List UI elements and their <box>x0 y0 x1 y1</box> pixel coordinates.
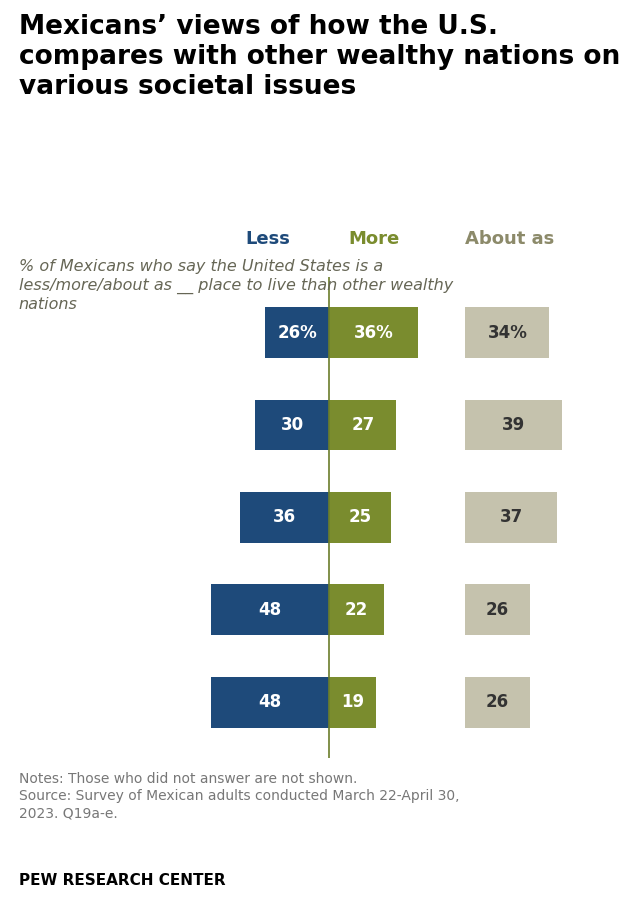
Bar <box>466 585 529 636</box>
Text: 39: 39 <box>502 416 525 434</box>
Bar <box>211 585 329 636</box>
Text: 26: 26 <box>486 601 509 619</box>
Text: 27: 27 <box>351 416 374 434</box>
Bar <box>329 307 419 358</box>
Text: 26: 26 <box>486 693 509 711</box>
Text: PEW RESEARCH CENTER: PEW RESEARCH CENTER <box>19 873 225 888</box>
Text: 48: 48 <box>259 693 281 711</box>
Bar <box>329 492 391 543</box>
Text: Less: Less <box>245 230 290 249</box>
Text: Mexicans’ views of how the U.S.
compares with other wealthy nations on
various s: Mexicans’ views of how the U.S. compares… <box>19 14 620 100</box>
Text: 34%: 34% <box>487 323 528 342</box>
Text: About as: About as <box>465 230 554 249</box>
Bar <box>211 676 329 728</box>
Bar <box>329 676 376 728</box>
Text: 36%: 36% <box>354 323 394 342</box>
Bar <box>466 676 529 728</box>
Bar <box>329 585 384 636</box>
Text: 37: 37 <box>500 508 523 527</box>
Text: More: More <box>348 230 399 249</box>
Text: 36: 36 <box>273 508 296 527</box>
Bar <box>255 399 329 450</box>
Bar <box>466 492 557 543</box>
Text: % of Mexicans who say the United States is a
less/more/about as __ place to live: % of Mexicans who say the United States … <box>19 259 453 312</box>
Text: 30: 30 <box>281 416 304 434</box>
Bar <box>466 399 562 450</box>
Text: 22: 22 <box>345 601 368 619</box>
Text: 19: 19 <box>342 693 365 711</box>
Bar <box>329 399 396 450</box>
Text: 25: 25 <box>348 508 372 527</box>
Text: 26%: 26% <box>277 323 317 342</box>
Bar <box>265 307 329 358</box>
Text: 48: 48 <box>259 601 281 619</box>
Text: Notes: Those who did not answer are not shown.
Source: Survey of Mexican adults : Notes: Those who did not answer are not … <box>19 772 459 821</box>
Bar <box>241 492 329 543</box>
Bar <box>466 307 549 358</box>
